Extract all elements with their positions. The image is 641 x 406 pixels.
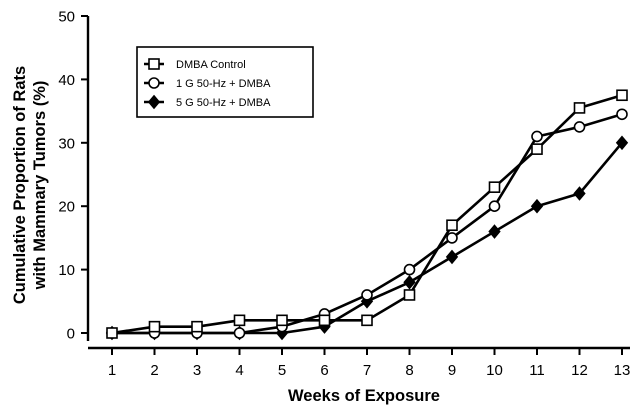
- data-point-square: [616, 89, 628, 102]
- x-axis-title: Weeks of Exposure: [288, 387, 440, 405]
- data-point-circle: [361, 289, 373, 301]
- y-tick-label: 0: [67, 326, 75, 343]
- data-point-square: [233, 314, 246, 327]
- y-axis-ticks: 0 10 20 30 40 50: [58, 9, 88, 343]
- y-axis-title-line-1: Cumulative Proportion of Rats: [11, 66, 29, 304]
- data-point-diamond: [530, 198, 544, 214]
- legend-item: 1 G 50-Hz + DMBA: [144, 77, 271, 90]
- series-markers-open-square: [106, 89, 628, 339]
- x-tick-label: 13: [614, 362, 631, 379]
- x-tick-label: 7: [363, 362, 371, 379]
- x-axis-ticks: 1 2 3 4 5 6 7 8 9 10 11 12 13: [108, 348, 631, 379]
- x-tick-label: 6: [320, 362, 328, 379]
- data-point-circle: [531, 130, 543, 143]
- data-point-square: [318, 314, 331, 327]
- data-point-square: [106, 327, 118, 339]
- data-point-diamond: [488, 224, 501, 239]
- data-point-square: [573, 102, 586, 114]
- data-point-diamond: [573, 186, 586, 201]
- data-point-circle: [446, 232, 458, 244]
- legend-item: DMBA Control: [144, 58, 246, 71]
- legend-items: DMBA Control 1 G 50-Hz + DMBA 5 G 50-Hz + …: [144, 58, 271, 110]
- data-point-square: [531, 143, 543, 155]
- data-point-diamond: [147, 94, 161, 110]
- x-tick-label: 5: [278, 362, 286, 379]
- data-point-circle: [573, 121, 586, 133]
- data-point-square: [403, 289, 416, 301]
- data-point-circle: [403, 263, 416, 276]
- x-tick-label: 10: [486, 362, 503, 379]
- x-tick-label: 2: [150, 362, 158, 379]
- x-tick-label: 4: [235, 362, 243, 379]
- series-markers-filled-diamond: [105, 135, 629, 341]
- data-point-square: [361, 314, 373, 327]
- data-point-square: [276, 314, 288, 327]
- data-point-circle: [148, 77, 160, 89]
- y-tick-label: 50: [58, 9, 75, 26]
- y-tick-label: 30: [58, 135, 75, 152]
- data-point-square: [446, 219, 458, 232]
- data-point-square: [148, 58, 160, 70]
- data-point-circle: [616, 108, 628, 121]
- data-point-circle: [233, 327, 246, 339]
- legend: DMBA Control 1 G 50-Hz + DMBA 5 G 50-Hz + …: [136, 46, 314, 118]
- data-point-diamond: [403, 275, 416, 290]
- legend-item: 5 G 50-Hz + DMBA: [144, 94, 271, 110]
- legend-box: [136, 46, 314, 118]
- legend-label: DMBA Control: [176, 59, 246, 71]
- x-tick-label: 8: [405, 362, 413, 379]
- x-tick-label: 12: [571, 362, 588, 379]
- y-tick-label: 40: [58, 72, 75, 89]
- x-tick-label: 1: [108, 362, 116, 379]
- data-point-diamond: [445, 249, 459, 265]
- y-tick-label: 10: [58, 262, 75, 279]
- series-markers-open-circle: [106, 108, 628, 339]
- x-tick-label: 11: [529, 362, 545, 379]
- data-point-square: [488, 181, 501, 193]
- data-point-circle: [488, 200, 501, 212]
- y-axis-title: Cumulative Proportion of Rats with Mamma…: [11, 66, 49, 304]
- x-tick-label: 9: [448, 362, 456, 379]
- x-tick-label: 3: [193, 362, 201, 379]
- plot-series: [105, 89, 629, 341]
- legend-label: 1 G 50-Hz + DMBA: [176, 78, 271, 90]
- y-axis-title-line-2: with Mammary Tumors (%): [31, 81, 49, 291]
- y-tick-label: 20: [58, 199, 75, 216]
- legend-label: 5 G 50-Hz + DMBA: [176, 97, 271, 109]
- data-point-square: [148, 320, 161, 333]
- data-point-diamond: [615, 135, 629, 151]
- data-point-square: [191, 320, 203, 333]
